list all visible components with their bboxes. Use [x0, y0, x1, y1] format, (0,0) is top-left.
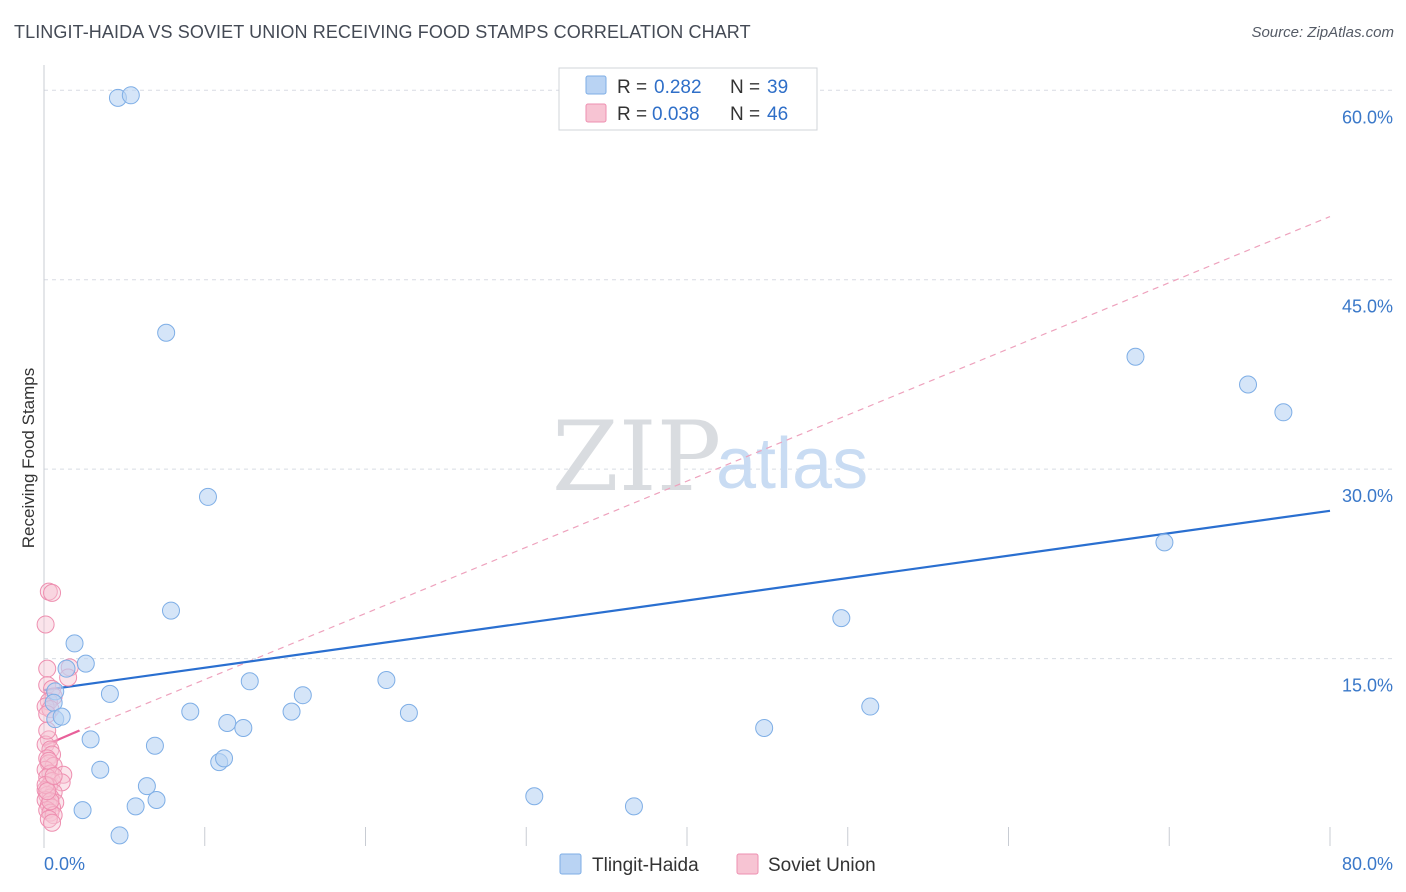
point-tlingit-haida	[147, 791, 166, 810]
watermark-atlas: atlas	[716, 424, 868, 504]
chart-title: TLINGIT-HAIDA VS SOVIET UNION RECEIVING …	[14, 22, 751, 42]
legend-r-label-1: R =	[617, 77, 647, 98]
x-tick-label: 80.0%	[1342, 854, 1393, 874]
x-tick-label: 0.0%	[44, 854, 85, 874]
legend-n-value-2: 46	[767, 104, 788, 125]
y-tick-label: 60.0%	[1342, 107, 1393, 127]
point-tlingit-haida	[81, 730, 100, 749]
point-tlingit-haida	[52, 707, 71, 726]
point-tlingit-haida	[1126, 347, 1145, 366]
point-tlingit-haida	[198, 487, 217, 506]
point-tlingit-haida	[126, 797, 145, 816]
point-soviet-union	[43, 813, 62, 832]
point-soviet-union	[44, 767, 63, 786]
axis-layer: 15.0% 30.0% 45.0% 60.0% 0.0% 80.0%	[43, 65, 1393, 874]
point-tlingit-haida	[145, 736, 164, 755]
point-tlingit-haida	[157, 323, 176, 342]
point-soviet-union	[39, 751, 58, 770]
legend-r-value-1: 0.282	[654, 77, 702, 98]
point-tlingit-haida	[399, 703, 418, 722]
legend-n-label-2: N =	[730, 104, 760, 125]
point-tlingit-haida	[137, 777, 156, 796]
watermark: ZIP atlas	[552, 401, 868, 513]
point-soviet-union	[54, 765, 73, 784]
point-tlingit-haida	[110, 826, 129, 845]
bottom-legend-label-soviet-union: Soviet Union	[768, 855, 876, 876]
bottom-legend-label-tlingit-haida: Tlingit-Haida	[592, 855, 699, 876]
point-tlingit-haida	[861, 697, 880, 716]
legend-n-value-1: 39	[767, 77, 788, 98]
point-soviet-union	[38, 782, 57, 801]
point-tlingit-haida	[293, 686, 312, 705]
trend-line-soviet-union	[43, 729, 80, 747]
point-tlingit-haida	[121, 86, 140, 105]
legend-swatch-soviet-union	[585, 103, 607, 123]
point-tlingit-haida	[57, 659, 76, 678]
legend-n-label-1: N =	[730, 77, 760, 98]
point-soviet-union	[38, 659, 57, 678]
point-tlingit-haida	[377, 671, 396, 690]
legend-r-label-2: R =	[617, 104, 647, 125]
y-tick-label: 45.0%	[1342, 297, 1393, 317]
point-tlingit-haida	[624, 797, 643, 816]
point-tlingit-haida	[91, 760, 110, 779]
point-tlingit-haida	[73, 801, 92, 820]
point-tlingit-haida	[234, 719, 253, 738]
point-tlingit-haida	[525, 787, 544, 806]
point-tlingit-haida	[218, 713, 237, 732]
y-tick-label: 30.0%	[1342, 486, 1393, 506]
point-tlingit-haida	[755, 719, 774, 738]
point-tlingit-haida	[282, 702, 301, 721]
point-tlingit-haida	[240, 672, 259, 691]
point-soviet-union	[41, 792, 60, 811]
bottom-legend: Tlingit-Haida Soviet Union	[559, 853, 876, 876]
point-tlingit-haida	[100, 684, 119, 703]
y-axis-title: Receiving Food Stamps	[19, 368, 38, 548]
point-tlingit-haida	[215, 749, 234, 768]
point-tlingit-haida	[181, 702, 200, 721]
point-tlingit-haida	[1155, 533, 1174, 552]
source-label: Source: ZipAtlas.com	[1251, 24, 1394, 41]
point-soviet-union	[36, 615, 55, 634]
point-soviet-union	[43, 583, 62, 602]
bottom-legend-swatch-soviet-union	[736, 853, 759, 875]
bottom-legend-swatch-tlingit-haida	[559, 853, 582, 875]
watermark-zip: ZIP	[552, 401, 721, 513]
legend-r-value-2: 0.038	[652, 104, 700, 125]
point-tlingit-haida	[832, 609, 851, 628]
point-tlingit-haida	[65, 634, 84, 653]
point-tlingit-haida	[76, 654, 95, 673]
grid-layer	[44, 89, 1392, 660]
legend-swatch-tlingit-haida	[585, 75, 607, 95]
legend-box: R = 0.282 N = 39 R = 0.038 N = 46	[558, 67, 818, 131]
point-tlingit-haida	[1274, 403, 1293, 422]
points-layer	[36, 86, 1293, 845]
trend-line-soviet-union-extended	[43, 215, 1331, 747]
trend-layer	[43, 215, 1331, 747]
y-tick-label: 15.0%	[1342, 676, 1393, 696]
point-tlingit-haida	[161, 601, 180, 620]
point-tlingit-haida	[1239, 375, 1258, 394]
trend-line-tlingit-haida	[43, 509, 1331, 692]
